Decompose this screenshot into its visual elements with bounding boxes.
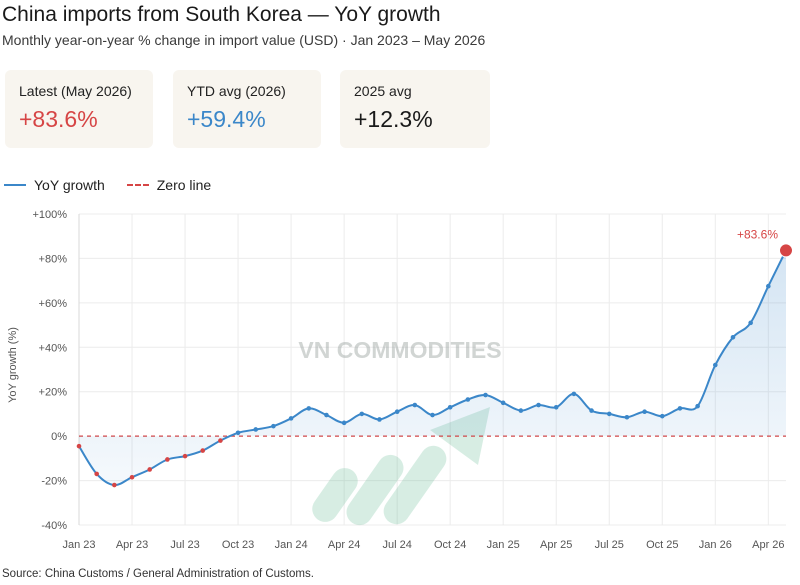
data-point	[642, 409, 647, 415]
data-point	[253, 427, 259, 432]
chart-subtitle: Monthly year-on-year % change in import …	[2, 32, 486, 48]
data-point	[695, 403, 700, 409]
legend-item-series[interactable]: YoY growth	[4, 177, 105, 193]
data-point	[748, 320, 753, 326]
chart-legend: YoY growth Zero line	[4, 173, 229, 193]
data-point	[430, 412, 435, 418]
data-point	[306, 406, 312, 411]
data-point	[571, 391, 577, 397]
data-point	[713, 362, 718, 368]
kpi-value: +59.4%	[187, 106, 266, 132]
data-point	[182, 453, 188, 459]
x-tick-label: Oct 24	[434, 539, 466, 551]
data-point	[324, 412, 329, 418]
data-point	[112, 482, 117, 488]
x-tick-label: Apr 24	[328, 539, 360, 551]
data-point	[218, 438, 223, 443]
x-tick-label: Jan 26	[699, 539, 732, 551]
x-tick-label: Jan 24	[275, 539, 308, 551]
y-tick-label: 0%	[51, 431, 67, 443]
source-note: Source: China Customs / General Administ…	[2, 568, 314, 580]
x-tick-label: Jan 23	[62, 539, 95, 551]
y-axis-label: YoY growth (%)	[7, 327, 19, 403]
data-point	[465, 397, 471, 402]
x-tick-label: Apr 23	[116, 539, 148, 551]
axes: -40% -20% 0% +20% +40% +60% +80% +100% Jan 23 Apr…	[32, 209, 786, 551]
data-point	[359, 411, 365, 417]
data-point	[288, 416, 294, 421]
data-point	[483, 392, 488, 398]
data-point	[659, 413, 665, 419]
data-point	[394, 409, 400, 415]
series: +83.6%	[76, 227, 793, 488]
legend-label: YoY growth	[34, 177, 105, 193]
data-point	[235, 430, 241, 436]
data-point	[624, 414, 630, 420]
data-point	[165, 457, 170, 462]
x-tick-label: Jul 23	[170, 539, 199, 551]
y-tick-label: +80%	[39, 253, 68, 265]
data-point	[377, 417, 382, 422]
data-point	[518, 408, 524, 413]
x-tick-label: Oct 23	[222, 539, 254, 551]
y-tick-label: -40%	[41, 520, 67, 532]
watermark-text: VN COMMODITIES	[298, 337, 501, 363]
chart-title: China imports from South Korea — YoY gro…	[2, 3, 441, 26]
data-point	[447, 404, 453, 410]
line-chart: VN COMMODITIES -40% -20% 0% +20% +40% +60% +80…	[7, 209, 793, 551]
kpi-label: 2025 avg	[354, 83, 412, 99]
data-point	[553, 404, 559, 410]
kpi-label: Latest (May 2026)	[19, 83, 132, 99]
data-point	[94, 471, 99, 477]
data-point	[76, 443, 82, 449]
y-tick-label: -20%	[41, 476, 67, 488]
line-swatch-icon	[4, 184, 26, 186]
series-area-fill	[79, 250, 786, 486]
x-tick-label: Apr 25	[540, 539, 572, 551]
grid	[78, 213, 786, 526]
latest-data-point	[779, 243, 793, 258]
legend-label: Zero line	[156, 177, 212, 193]
y-tick-label: +100%	[32, 209, 67, 221]
kpi-card-latest: Latest (May 2026) +83.6%	[5, 70, 153, 148]
x-tick-label: Jan 25	[487, 539, 520, 551]
data-point	[500, 400, 506, 406]
data-point	[730, 334, 736, 340]
data-point	[200, 448, 206, 453]
x-tick-label: Oct 25	[646, 539, 678, 551]
data-point	[412, 402, 418, 408]
y-tick-label: +60%	[39, 298, 68, 310]
data-point	[271, 423, 276, 429]
kpi-card-ytd: YTD avg (2026) +59.4%	[173, 70, 321, 148]
data-point	[536, 402, 541, 408]
x-tick-label: Jul 24	[382, 539, 411, 551]
kpi-card-2025-avg: 2025 avg +12.3%	[340, 70, 490, 148]
data-point	[589, 408, 594, 413]
data-point	[766, 283, 771, 289]
kpi-value: +83.6%	[19, 106, 98, 132]
data-point	[677, 406, 683, 411]
data-point	[129, 474, 135, 480]
data-point	[606, 411, 612, 417]
dashed-line-swatch-icon	[126, 184, 149, 186]
latest-value-label: +83.6%	[737, 227, 778, 241]
kpi-value: +12.3%	[354, 106, 433, 132]
data-point	[341, 420, 347, 426]
x-tick-label: Apr 26	[752, 539, 784, 551]
legend-item-zero-line[interactable]: Zero line	[126, 177, 212, 193]
y-tick-label: +20%	[39, 387, 68, 399]
y-tick-label: +40%	[39, 342, 68, 354]
kpi-label: YTD avg (2026)	[187, 83, 286, 99]
data-point	[147, 467, 152, 472]
x-tick-label: Jul 25	[595, 539, 624, 551]
